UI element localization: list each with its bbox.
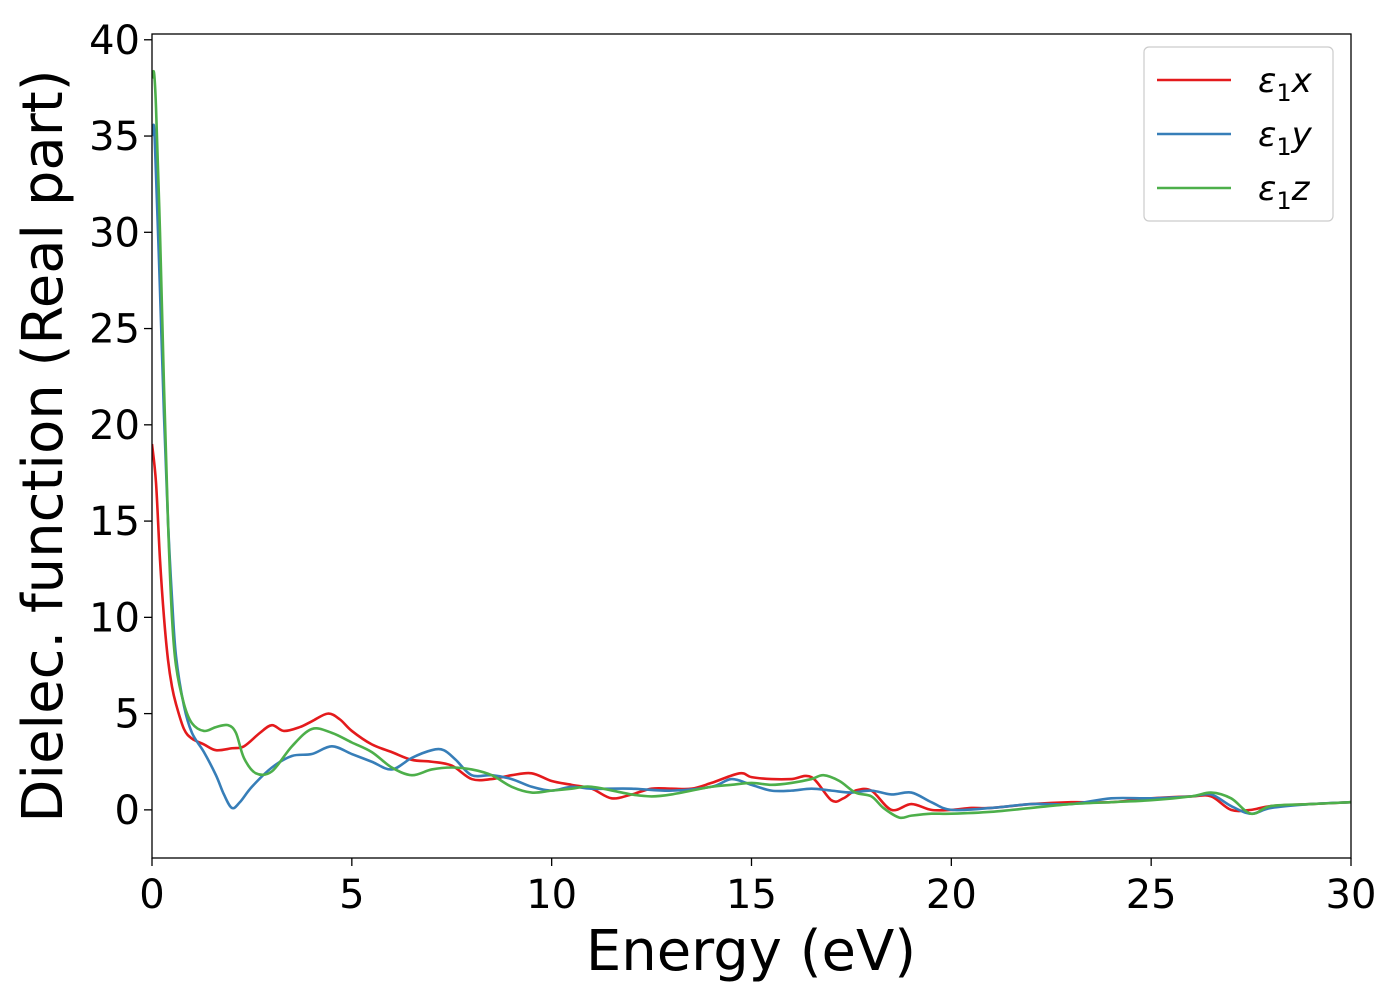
y-tick-label: 15 <box>89 499 140 545</box>
legend-symbol: ε <box>1258 61 1276 101</box>
y-tick-label: 5 <box>115 692 140 738</box>
legend-symbol: ε <box>1258 169 1276 209</box>
legend-variable: z <box>1291 169 1311 209</box>
legend-box <box>1143 46 1334 222</box>
y-tick-label: 0 <box>115 788 140 834</box>
series-line-z <box>152 69 1351 820</box>
series-layer <box>152 69 1351 820</box>
x-axis: 0 5 10 15 20 25 30 <box>139 858 1376 918</box>
x-tick-label: 10 <box>526 872 577 918</box>
legend-subscript: 1 <box>1276 187 1291 215</box>
legend-variable: y <box>1291 115 1313 155</box>
legend-label-x: ε1x <box>1258 61 1313 107</box>
legend-label-z: ε1z <box>1258 169 1311 215</box>
x-tick-label: 5 <box>339 872 364 918</box>
x-axis-title: Energy (eV) <box>586 919 916 984</box>
legend-symbol: ε <box>1258 115 1276 155</box>
x-tick-label: 30 <box>1326 872 1377 918</box>
legend-subscript: 1 <box>1276 79 1291 107</box>
y-tick-label: 10 <box>89 595 140 641</box>
x-tick-label: 15 <box>726 872 777 918</box>
y-tick-label: 25 <box>89 307 140 353</box>
y-tick-label: 30 <box>89 210 140 256</box>
y-tick-label: 35 <box>89 114 140 160</box>
y-tick-label: 20 <box>89 403 140 449</box>
legend-variable: x <box>1291 61 1313 101</box>
series-line-y <box>152 123 1351 816</box>
y-axis-title: Dielec. function (Real part) <box>11 69 76 822</box>
legend-label-y: ε1y <box>1258 115 1313 161</box>
y-axis: 0 5 10 15 20 25 30 35 40 <box>89 18 152 834</box>
y-tick-label: 40 <box>89 18 140 64</box>
legend-subscript: 1 <box>1276 133 1291 161</box>
x-tick-label: 25 <box>1126 872 1177 918</box>
x-tick-label: 0 <box>139 872 164 918</box>
x-tick-label: 20 <box>926 872 977 918</box>
